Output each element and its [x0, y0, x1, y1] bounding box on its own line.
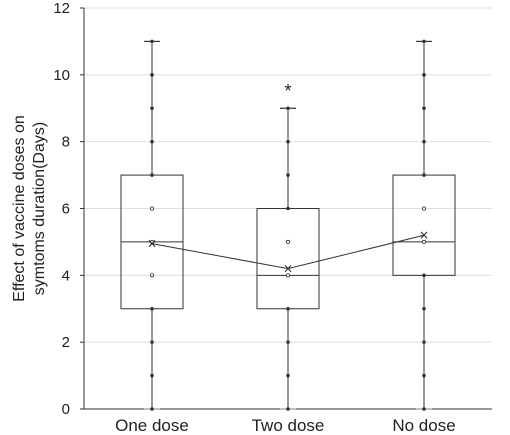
data-point	[286, 306, 290, 311]
data-point	[149, 206, 154, 211]
y-axis-label-line: Effect of vaccine doses on	[11, 115, 28, 301]
data-point	[286, 373, 290, 378]
data-point	[422, 373, 426, 378]
data-point	[150, 73, 154, 77]
outlier-marker: *	[284, 81, 291, 101]
data-point	[422, 173, 426, 177]
data-point	[150, 173, 154, 177]
data-point	[150, 373, 154, 378]
box-no-dose: ×	[392, 39, 456, 411]
data-point	[285, 273, 290, 278]
data-point	[286, 340, 290, 344]
data-point	[286, 173, 290, 177]
data-point	[286, 106, 290, 111]
data-point	[422, 139, 426, 144]
mean-line-group	[151, 234, 425, 270]
data-point	[422, 273, 426, 278]
data-point	[422, 73, 426, 77]
data-point	[422, 340, 426, 344]
data-point	[149, 273, 154, 278]
data-point	[422, 106, 426, 111]
y-tick-label: 0	[62, 401, 70, 418]
data-point	[286, 139, 290, 144]
y-tick-label: 10	[53, 67, 70, 84]
data-point	[285, 239, 290, 244]
boxes: ×*××	[120, 39, 456, 411]
x-category-label: Two dose	[252, 416, 325, 435]
y-tick-label: 4	[62, 267, 70, 284]
y-axis-label-line: symtoms duration(Days)	[31, 122, 48, 295]
y-tick-label: 6	[62, 201, 70, 218]
data-point	[422, 39, 426, 44]
box-two-dose: *×	[256, 81, 320, 411]
data-point	[150, 306, 154, 311]
data-point	[422, 306, 426, 311]
y-tick-label: 8	[62, 134, 70, 151]
data-point	[286, 407, 290, 411]
y-tick-labels: 0 2 4 6 8 10 12	[53, 0, 70, 418]
data-point	[421, 239, 426, 244]
data-point	[422, 407, 426, 411]
x-category-labels: One dose Two dose No dose	[115, 416, 456, 435]
data-point	[150, 39, 154, 44]
box-one-dose: ×	[120, 39, 184, 411]
data-point	[421, 206, 426, 211]
x-category-label: One dose	[115, 416, 189, 435]
data-point	[150, 139, 154, 144]
x-category-label: No dose	[392, 416, 455, 435]
data-point	[150, 106, 154, 111]
y-tick-label: 12	[53, 0, 70, 17]
y-tick-label: 2	[62, 334, 70, 351]
data-point	[286, 206, 290, 211]
data-point	[149, 239, 154, 244]
data-point	[150, 407, 154, 411]
mean-line	[151, 234, 425, 270]
y-axis-label: Effect of vaccine doses on symtoms durati…	[11, 115, 48, 301]
box-rect	[256, 208, 320, 310]
box-rect	[392, 174, 456, 276]
data-point	[150, 340, 154, 344]
